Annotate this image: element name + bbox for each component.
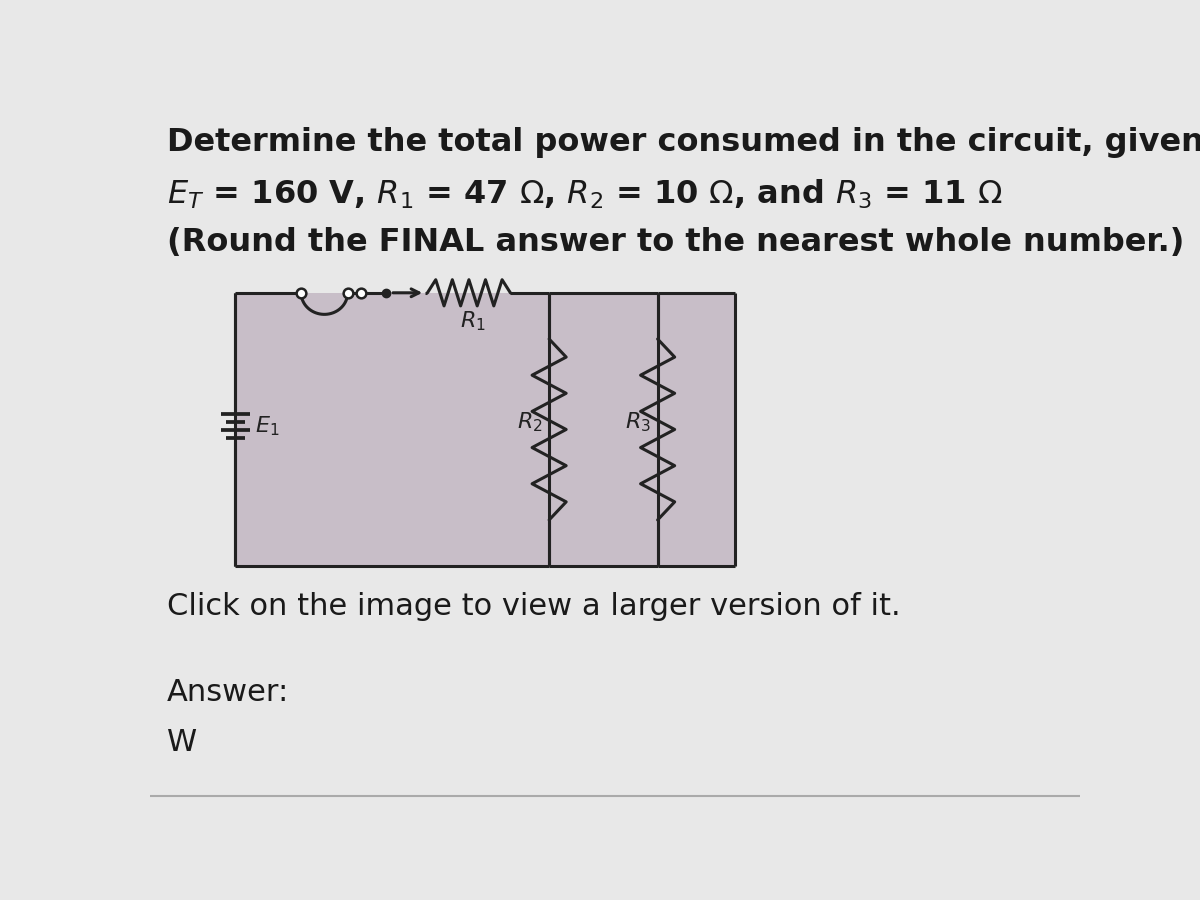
- Text: $R_2$: $R_2$: [517, 410, 542, 434]
- Text: (Round the FINAL answer to the nearest whole number.): (Round the FINAL answer to the nearest w…: [167, 228, 1184, 258]
- Text: Click on the image to view a larger version of it.: Click on the image to view a larger vers…: [167, 591, 901, 621]
- Text: $R_1$: $R_1$: [460, 310, 486, 333]
- Bar: [235, 292, 736, 566]
- Text: $R_3$: $R_3$: [625, 410, 652, 434]
- Text: Answer:: Answer:: [167, 678, 289, 707]
- Text: $E_T$ = 160 V, $R_1$ = 47 $\Omega$, $R_2$ = 10 $\Omega$, and $R_3$ = 11 $\Omega$: $E_T$ = 160 V, $R_1$ = 47 $\Omega$, $R_2…: [167, 177, 1002, 211]
- Text: $E_1$: $E_1$: [254, 414, 280, 437]
- Text: Determine the total power consumed in the circuit, given:: Determine the total power consumed in th…: [167, 127, 1200, 158]
- Text: W: W: [167, 728, 197, 757]
